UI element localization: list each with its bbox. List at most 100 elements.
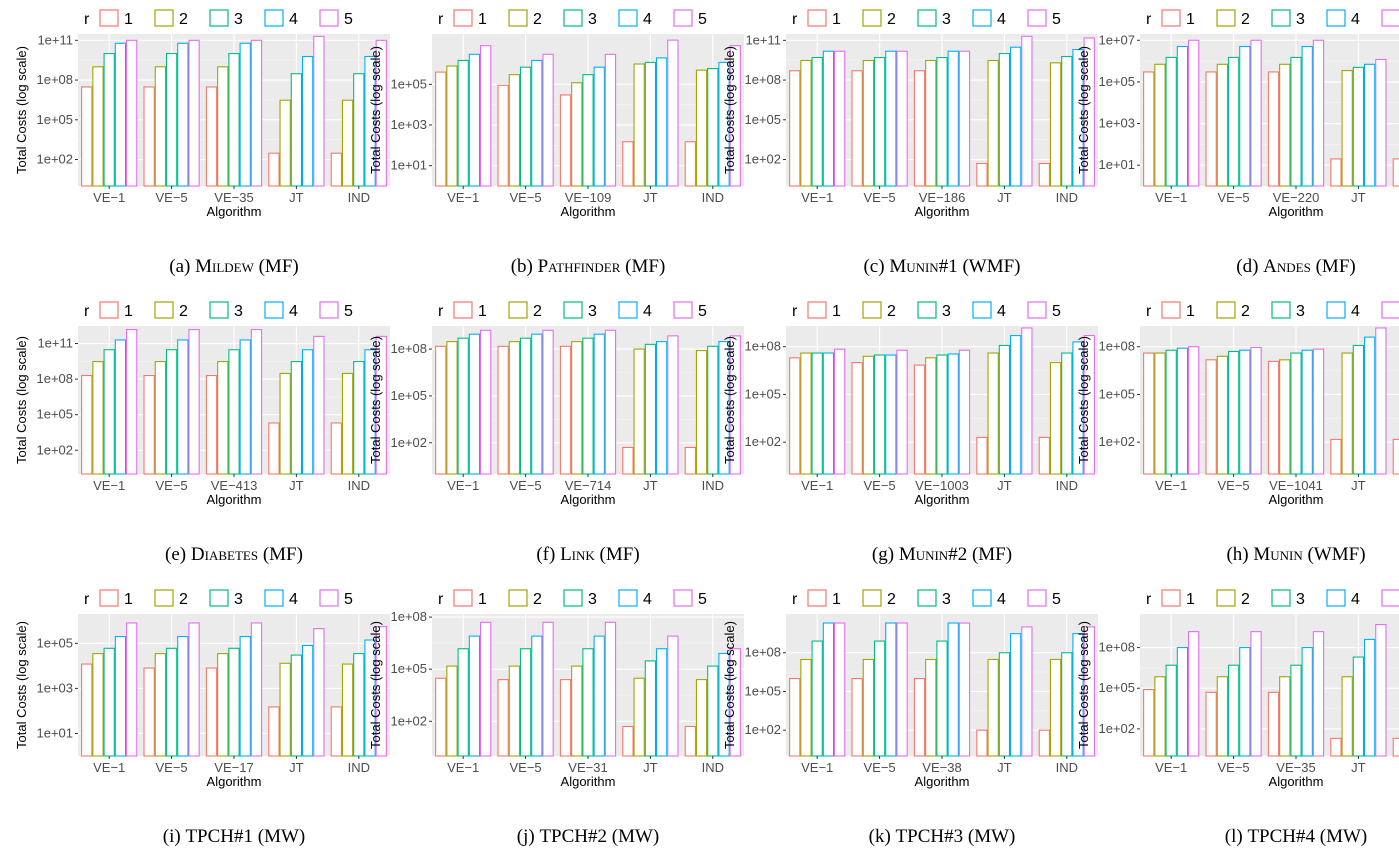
legend-label-1: 1 <box>478 591 487 608</box>
bar-r3-2 <box>873 640 886 757</box>
bar-r2-3 <box>571 82 583 187</box>
legend-key-5 <box>673 589 693 607</box>
bar-r3-3 <box>1290 352 1302 475</box>
legend-label-4: 4 <box>997 303 1006 320</box>
bar-r4-3 <box>593 333 605 475</box>
legend-title: r <box>1146 303 1152 320</box>
bar-r1-5 <box>330 152 343 187</box>
caption-prefix: (h) <box>1226 544 1253 565</box>
x-tick-label: VE−1 <box>801 478 833 493</box>
bar-r1-4 <box>268 152 280 187</box>
bar-r1-5 <box>1038 162 1051 187</box>
caption-suffix: (MF) <box>258 544 303 565</box>
bar-r1-4 <box>622 725 634 757</box>
bar-r3-3 <box>228 53 240 187</box>
legend-label-2: 2 <box>1241 303 1250 320</box>
y-tick-label: 1e+03 <box>390 117 427 132</box>
legend-label-2: 2 <box>1241 591 1250 608</box>
bar-r5-3 <box>958 50 971 187</box>
bar-r3-2 <box>165 53 178 187</box>
caption-prefix: (e) <box>165 544 191 565</box>
bar-r1-4 <box>1330 737 1342 757</box>
y-tick-label: 1e+05 <box>36 635 73 650</box>
legend-key-1 <box>99 301 119 319</box>
chart-panel-1: r 1 2 3 4 5 1e+02 1e+05 1e+08 1e+11 VE−1 VE−5 VE−35 J… <box>14 9 390 277</box>
legend-key-3 <box>209 301 229 319</box>
bar-r1-2 <box>1205 359 1217 475</box>
x-tick-label: JT <box>1351 478 1366 493</box>
bar-r2-2 <box>508 74 521 187</box>
bar-r5-4 <box>1375 327 1387 475</box>
bar-r3-2 <box>1227 664 1240 757</box>
bar-r1-1 <box>81 663 93 757</box>
legend-label-2: 2 <box>179 11 188 28</box>
x-axis-title: Algorithm <box>561 774 616 789</box>
bar-r5-2 <box>542 329 554 475</box>
y-tick-label: 1e+08 <box>36 371 73 386</box>
bar-r4-1 <box>468 333 481 475</box>
bar-r4-4 <box>301 55 314 187</box>
bar-r4-4 <box>1363 63 1376 187</box>
x-tick-label: VE−17 <box>214 760 253 775</box>
chart-panel-12: r123451e+021e+051e+08VE−1VE−5VE−35JTINDA… <box>1076 589 1399 847</box>
bar-r5-5 <box>1083 626 1095 757</box>
legend-label-3: 3 <box>1296 11 1305 28</box>
bar-r2-5 <box>695 679 708 757</box>
x-axis-title: Algorithm <box>561 204 616 219</box>
bar-r1-5 <box>1038 436 1051 475</box>
panel-caption: (k) TPCH#3 (MW) <box>869 826 1016 847</box>
legend-key-4 <box>1326 589 1346 607</box>
legend-label-5: 5 <box>698 303 707 320</box>
legend-key-3 <box>1271 9 1291 27</box>
y-axis-title: Total Costs (log scale) <box>368 621 383 749</box>
bar-r3-4 <box>644 343 657 475</box>
x-tick-label: JT <box>997 478 1012 493</box>
bar-r3-1 <box>103 53 115 187</box>
legend-label-5: 5 <box>1052 591 1061 608</box>
caption-suffix: (MW) <box>607 826 659 847</box>
legend-label-3: 3 <box>234 11 243 28</box>
bar-r4-4 <box>1363 638 1376 757</box>
bar-r5-2 <box>896 622 908 757</box>
bar-r1-3 <box>205 374 218 475</box>
panel-caption: (h) Munin (WMF) <box>1226 544 1365 565</box>
bar-r1-5 <box>1038 729 1051 757</box>
bar-r1-1 <box>789 357 801 475</box>
caption-suffix: (WMF) <box>1303 544 1366 565</box>
bar-r4-4 <box>1009 46 1022 187</box>
legend-key-1 <box>453 301 473 319</box>
bar-r4-2 <box>177 42 189 187</box>
bar-r2-4 <box>987 658 999 757</box>
x-axis-title: Algorithm <box>915 492 970 507</box>
x-tick-label: VE−5 <box>864 478 896 493</box>
caption-suffix: (MF) <box>620 256 665 277</box>
legend-key-3 <box>209 9 229 27</box>
x-tick-label: VE−1 <box>1155 478 1187 493</box>
legend-key-5 <box>1381 589 1399 607</box>
chart-panel-9: r 1 2 3 4 5 1e+01 1e+03 1e+05 VE−1 VE−5 VE−17 JT IND A… <box>14 589 390 847</box>
x-tick-label: VE−109 <box>565 190 612 205</box>
chart-panel-2: r 1 2 3 4 5 1e+01 1e+03 1e+05 VE−1 VE−5 VE−109 JT IND… <box>368 9 744 277</box>
bar-r5-3 <box>604 329 617 475</box>
y-tick-label: 1e+01 <box>36 725 73 740</box>
bar-r2-4 <box>633 677 645 757</box>
bar-r3-5 <box>1061 352 1073 475</box>
panel-caption: (d) Andes (MF) <box>1236 256 1355 277</box>
legend-title: r <box>1146 11 1152 28</box>
bar-r2-3 <box>925 658 937 757</box>
bar-r1-2 <box>497 679 509 757</box>
x-tick-label: VE−1 <box>93 190 125 205</box>
legend-label-4: 4 <box>997 591 1006 608</box>
y-tick-label: 1e+11 <box>745 32 781 47</box>
caption-dataset-name: Mildew <box>195 256 254 277</box>
legend-title: r <box>84 591 90 608</box>
panel-caption: (g) Munin#2 (MF) <box>872 544 1012 565</box>
x-tick-label: VE−1 <box>1155 190 1187 205</box>
bar-r1-1 <box>435 677 447 757</box>
x-tick-label: VE−5 <box>156 190 188 205</box>
legend-key-1 <box>807 589 827 607</box>
bar-r3-3 <box>936 56 948 187</box>
